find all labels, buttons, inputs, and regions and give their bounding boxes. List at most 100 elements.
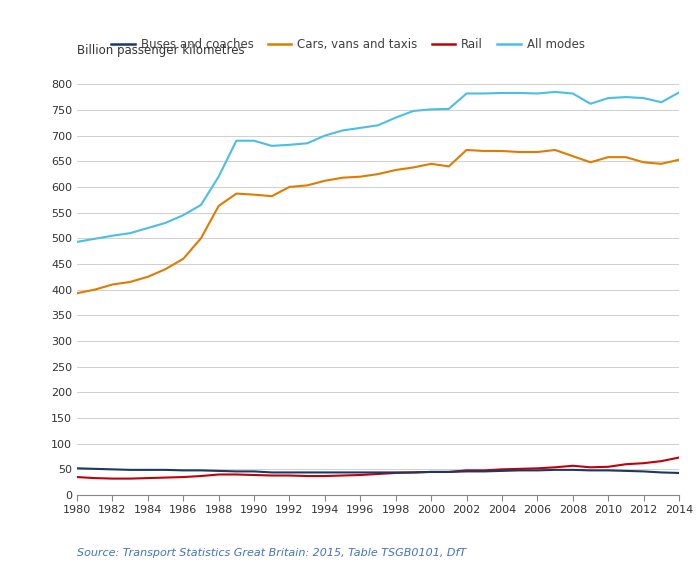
Cars, vans and taxis [214,203,223,209]
Cars, vans and taxis [515,149,524,155]
All modes [533,90,542,97]
Buses and coaches [391,469,400,476]
All modes [462,90,470,97]
Rail [179,473,188,480]
Rail [498,466,506,473]
Buses and coaches [286,469,294,476]
Rail [444,468,453,475]
Rail [427,468,435,475]
Rail [108,475,117,482]
Buses and coaches [303,469,312,476]
Cars, vans and taxis [108,281,117,288]
Line: Buses and coaches: Buses and coaches [77,468,679,473]
Rail [90,475,99,481]
All modes [480,90,489,97]
Cars, vans and taxis [533,149,542,155]
Buses and coaches [144,467,152,473]
Cars, vans and taxis [551,147,559,154]
Rail [338,472,346,479]
Legend: Buses and coaches, Cars, vans and taxis, Rail, All modes: Buses and coaches, Cars, vans and taxis,… [111,38,584,51]
Cars, vans and taxis [498,147,506,154]
Buses and coaches [568,467,577,473]
Buses and coaches [214,468,223,475]
Line: Cars, vans and taxis: Cars, vans and taxis [77,150,679,293]
Cars, vans and taxis [675,156,683,163]
Rail [551,464,559,471]
Cars, vans and taxis [286,184,294,191]
Rail [533,465,542,472]
Buses and coaches [250,468,258,475]
All modes [197,201,205,208]
Cars, vans and taxis [197,235,205,242]
Rail [480,467,489,474]
Buses and coaches [622,468,630,475]
Buses and coaches [126,467,134,473]
Buses and coaches [90,465,99,472]
All modes [675,89,683,96]
All modes [604,94,612,101]
Buses and coaches [161,467,169,473]
All modes [73,238,81,245]
Buses and coaches [338,469,346,476]
Cars, vans and taxis [250,191,258,198]
Cars, vans and taxis [657,160,666,167]
Cars, vans and taxis [303,182,312,189]
Buses and coaches [515,467,524,474]
Rail [303,473,312,480]
All modes [444,105,453,112]
Rail [267,472,276,479]
All modes [321,132,329,139]
Cars, vans and taxis [73,290,81,296]
Text: Billion passenger kilometres: Billion passenger kilometres [77,44,244,57]
Cars, vans and taxis [161,266,169,273]
Cars, vans and taxis [232,190,241,197]
Cars, vans and taxis [356,173,365,180]
Cars, vans and taxis [568,152,577,159]
Buses and coaches [551,467,559,473]
Buses and coaches [73,465,81,472]
Rail [232,471,241,478]
Buses and coaches [427,468,435,475]
Text: Source: Transport Statistics Great Britain: 2015, Table TSGB0101, DfT: Source: Transport Statistics Great Brita… [77,547,466,558]
Cars, vans and taxis [639,159,648,166]
All modes [374,122,382,129]
Rail [73,473,81,480]
All modes [108,232,117,239]
All modes [410,108,418,114]
All modes [568,90,577,97]
Buses and coaches [498,468,506,475]
Line: All modes: All modes [77,92,679,242]
All modes [144,225,152,232]
All modes [587,100,595,107]
Buses and coaches [321,469,329,476]
All modes [126,230,134,237]
All modes [391,114,400,121]
Rail [391,469,400,476]
Cars, vans and taxis [427,160,435,167]
Rail [587,464,595,471]
All modes [232,137,241,144]
Rail [286,472,294,479]
Buses and coaches [267,469,276,476]
All modes [498,89,506,96]
All modes [214,173,223,180]
Buses and coaches [197,467,205,474]
Buses and coaches [410,469,418,476]
Buses and coaches [675,469,683,476]
Rail [374,471,382,477]
All modes [179,212,188,218]
Buses and coaches [108,466,117,473]
Rail [321,473,329,480]
Rail [515,465,524,472]
Buses and coaches [533,467,542,474]
Buses and coaches [179,467,188,474]
All modes [657,99,666,106]
Cars, vans and taxis [444,163,453,170]
Rail [356,472,365,479]
Rail [568,463,577,469]
Cars, vans and taxis [267,193,276,200]
Rail [622,461,630,468]
Cars, vans and taxis [374,171,382,178]
Cars, vans and taxis [179,255,188,262]
Cars, vans and taxis [338,174,346,181]
